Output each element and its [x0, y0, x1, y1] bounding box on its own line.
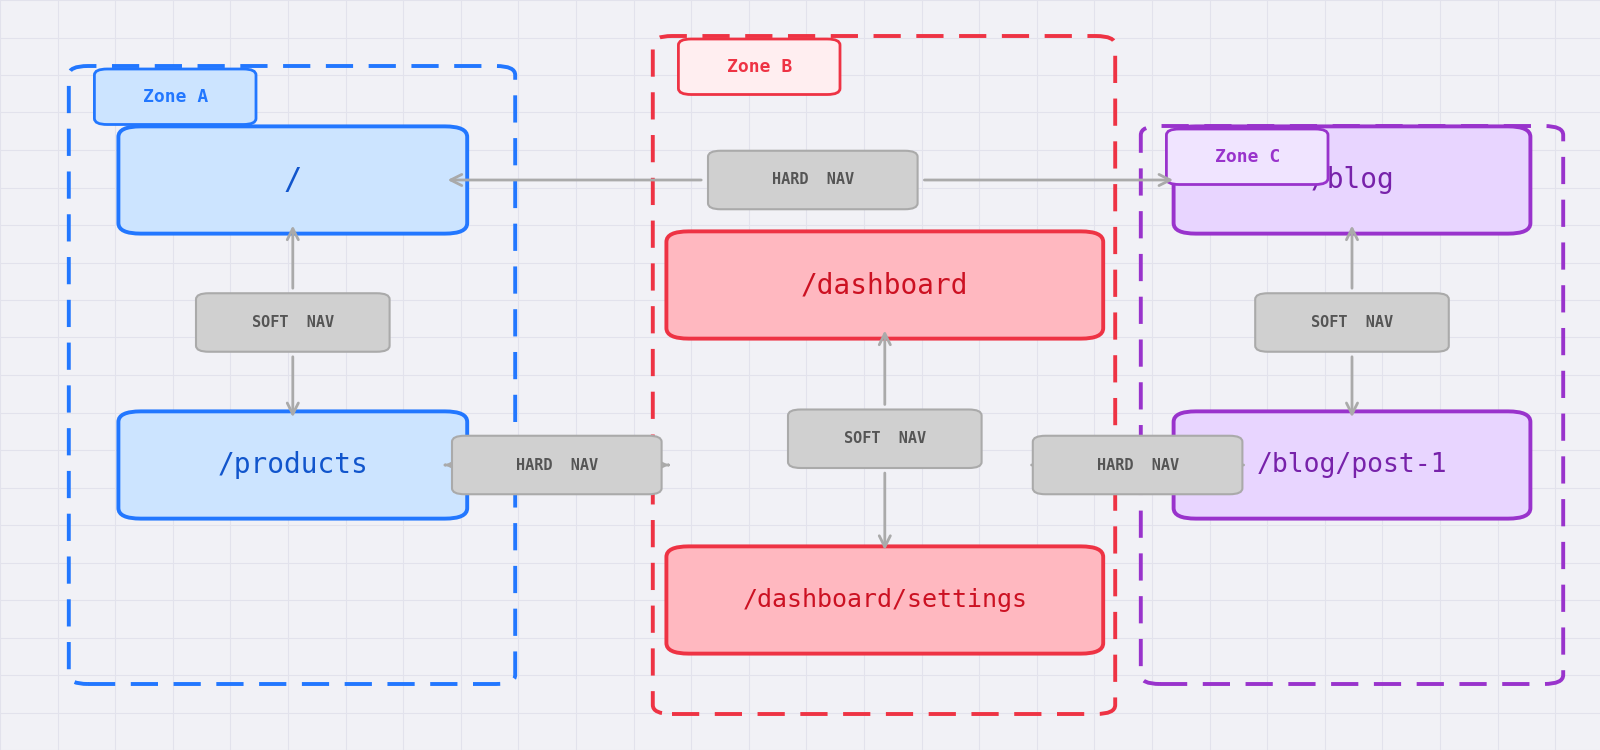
- FancyBboxPatch shape: [195, 293, 390, 352]
- FancyBboxPatch shape: [94, 69, 256, 124]
- Text: /dashboard: /dashboard: [802, 271, 968, 299]
- FancyBboxPatch shape: [707, 151, 918, 209]
- Text: /products: /products: [218, 451, 368, 479]
- FancyBboxPatch shape: [1173, 411, 1530, 519]
- Text: /blog/post-1: /blog/post-1: [1256, 452, 1448, 478]
- Text: Zone A: Zone A: [142, 88, 208, 106]
- Text: SOFT  NAV: SOFT NAV: [1310, 315, 1394, 330]
- FancyBboxPatch shape: [118, 126, 467, 234]
- Text: SOFT  NAV: SOFT NAV: [843, 431, 926, 446]
- FancyBboxPatch shape: [1166, 129, 1328, 184]
- Text: /: /: [283, 166, 302, 194]
- Text: Zone B: Zone B: [726, 58, 792, 76]
- Text: Zone C: Zone C: [1214, 148, 1280, 166]
- FancyBboxPatch shape: [118, 411, 467, 519]
- FancyBboxPatch shape: [667, 231, 1104, 339]
- Text: /blog: /blog: [1310, 166, 1394, 194]
- FancyBboxPatch shape: [678, 39, 840, 94]
- Text: /dashboard/settings: /dashboard/settings: [742, 588, 1027, 612]
- Text: HARD  NAV: HARD NAV: [771, 172, 854, 188]
- FancyBboxPatch shape: [667, 546, 1104, 653]
- Text: HARD  NAV: HARD NAV: [515, 458, 598, 472]
- Text: HARD  NAV: HARD NAV: [1096, 458, 1179, 472]
- Text: SOFT  NAV: SOFT NAV: [251, 315, 334, 330]
- FancyBboxPatch shape: [789, 410, 982, 468]
- FancyBboxPatch shape: [451, 436, 662, 494]
- FancyBboxPatch shape: [1256, 293, 1450, 352]
- FancyBboxPatch shape: [1173, 126, 1530, 234]
- FancyBboxPatch shape: [1034, 436, 1242, 494]
